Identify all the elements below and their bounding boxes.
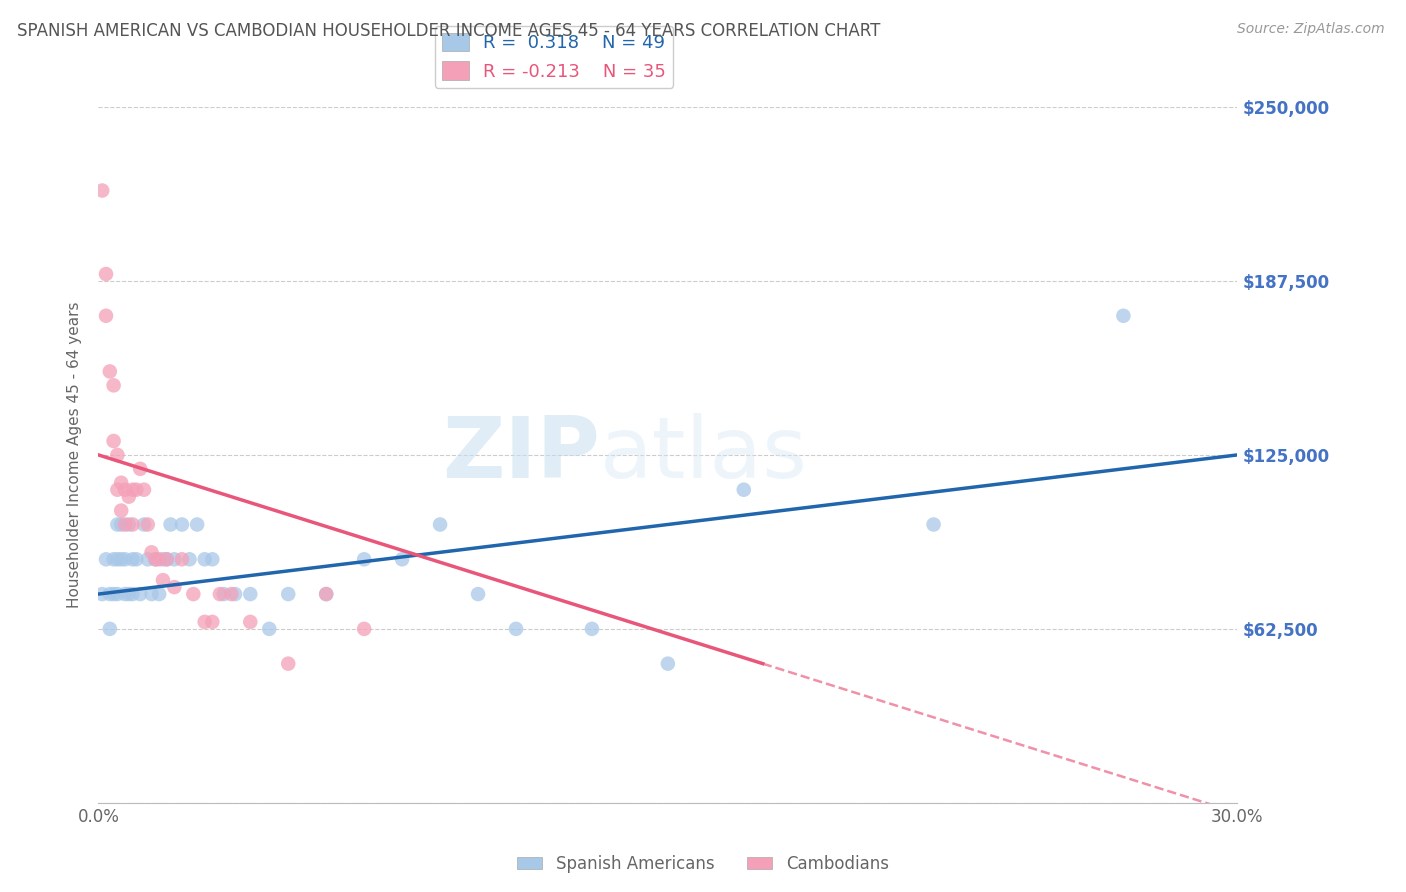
Point bbox=[353, 552, 375, 566]
Point bbox=[186, 517, 208, 532]
Point bbox=[467, 587, 489, 601]
Point bbox=[98, 364, 121, 378]
Point bbox=[208, 587, 231, 601]
Point bbox=[194, 615, 217, 629]
Point bbox=[110, 475, 132, 490]
Point bbox=[170, 552, 193, 566]
Point bbox=[94, 309, 117, 323]
Point bbox=[163, 580, 186, 594]
Point bbox=[94, 552, 117, 566]
Point bbox=[391, 552, 413, 566]
Text: Source: ZipAtlas.com: Source: ZipAtlas.com bbox=[1237, 22, 1385, 37]
Point bbox=[103, 552, 125, 566]
Point bbox=[103, 378, 125, 392]
Y-axis label: Householder Income Ages 45 - 64 years: Householder Income Ages 45 - 64 years bbox=[67, 301, 83, 608]
Point bbox=[91, 587, 114, 601]
Point bbox=[125, 483, 148, 497]
Point bbox=[114, 483, 136, 497]
Point bbox=[429, 517, 451, 532]
Point bbox=[118, 490, 141, 504]
Point bbox=[136, 552, 159, 566]
Point bbox=[163, 552, 186, 566]
Point bbox=[156, 552, 179, 566]
Point bbox=[145, 552, 167, 566]
Point bbox=[107, 552, 129, 566]
Point bbox=[91, 184, 114, 198]
Point bbox=[125, 552, 148, 566]
Point bbox=[110, 517, 132, 532]
Point bbox=[277, 587, 299, 601]
Point bbox=[212, 587, 235, 601]
Point bbox=[141, 587, 163, 601]
Point bbox=[581, 622, 603, 636]
Point bbox=[152, 552, 174, 566]
Point bbox=[103, 434, 125, 448]
Point bbox=[221, 587, 243, 601]
Legend: R =  0.318    N = 49, R = -0.213    N = 35: R = 0.318 N = 49, R = -0.213 N = 35 bbox=[434, 26, 673, 87]
Point bbox=[148, 587, 170, 601]
Point bbox=[315, 587, 337, 601]
Point bbox=[156, 552, 179, 566]
Point bbox=[121, 483, 143, 497]
Point bbox=[129, 462, 152, 476]
Point bbox=[152, 573, 174, 587]
Text: atlas: atlas bbox=[599, 413, 807, 497]
Point bbox=[194, 552, 217, 566]
Point bbox=[121, 517, 143, 532]
Point bbox=[505, 622, 527, 636]
Point bbox=[145, 552, 167, 566]
Point bbox=[114, 552, 136, 566]
Point bbox=[132, 517, 155, 532]
Point bbox=[136, 517, 159, 532]
Point bbox=[201, 552, 224, 566]
Point bbox=[114, 517, 136, 532]
Point bbox=[118, 587, 141, 601]
Text: ZIP: ZIP bbox=[441, 413, 599, 497]
Point bbox=[121, 552, 143, 566]
Point bbox=[1112, 309, 1135, 323]
Point bbox=[118, 517, 141, 532]
Point bbox=[129, 587, 152, 601]
Point bbox=[107, 587, 129, 601]
Point bbox=[98, 587, 121, 601]
Point bbox=[110, 552, 132, 566]
Point bbox=[98, 622, 121, 636]
Point bbox=[110, 503, 132, 517]
Point bbox=[114, 587, 136, 601]
Point bbox=[259, 622, 281, 636]
Point bbox=[179, 552, 201, 566]
Text: SPANISH AMERICAN VS CAMBODIAN HOUSEHOLDER INCOME AGES 45 - 64 YEARS CORRELATION : SPANISH AMERICAN VS CAMBODIAN HOUSEHOLDE… bbox=[17, 22, 880, 40]
Point bbox=[922, 517, 945, 532]
Point bbox=[224, 587, 246, 601]
Point bbox=[315, 587, 337, 601]
Point bbox=[121, 587, 143, 601]
Legend: Spanish Americans, Cambodians: Spanish Americans, Cambodians bbox=[510, 848, 896, 880]
Point bbox=[94, 267, 117, 281]
Point bbox=[159, 517, 181, 532]
Point bbox=[277, 657, 299, 671]
Point bbox=[103, 587, 125, 601]
Point bbox=[183, 587, 205, 601]
Point bbox=[132, 483, 155, 497]
Point bbox=[353, 622, 375, 636]
Point bbox=[141, 545, 163, 559]
Point bbox=[170, 517, 193, 532]
Point bbox=[107, 517, 129, 532]
Point bbox=[107, 448, 129, 462]
Point bbox=[239, 587, 262, 601]
Point bbox=[107, 483, 129, 497]
Point bbox=[657, 657, 679, 671]
Point bbox=[733, 483, 755, 497]
Point bbox=[239, 615, 262, 629]
Point bbox=[201, 615, 224, 629]
Point bbox=[148, 552, 170, 566]
